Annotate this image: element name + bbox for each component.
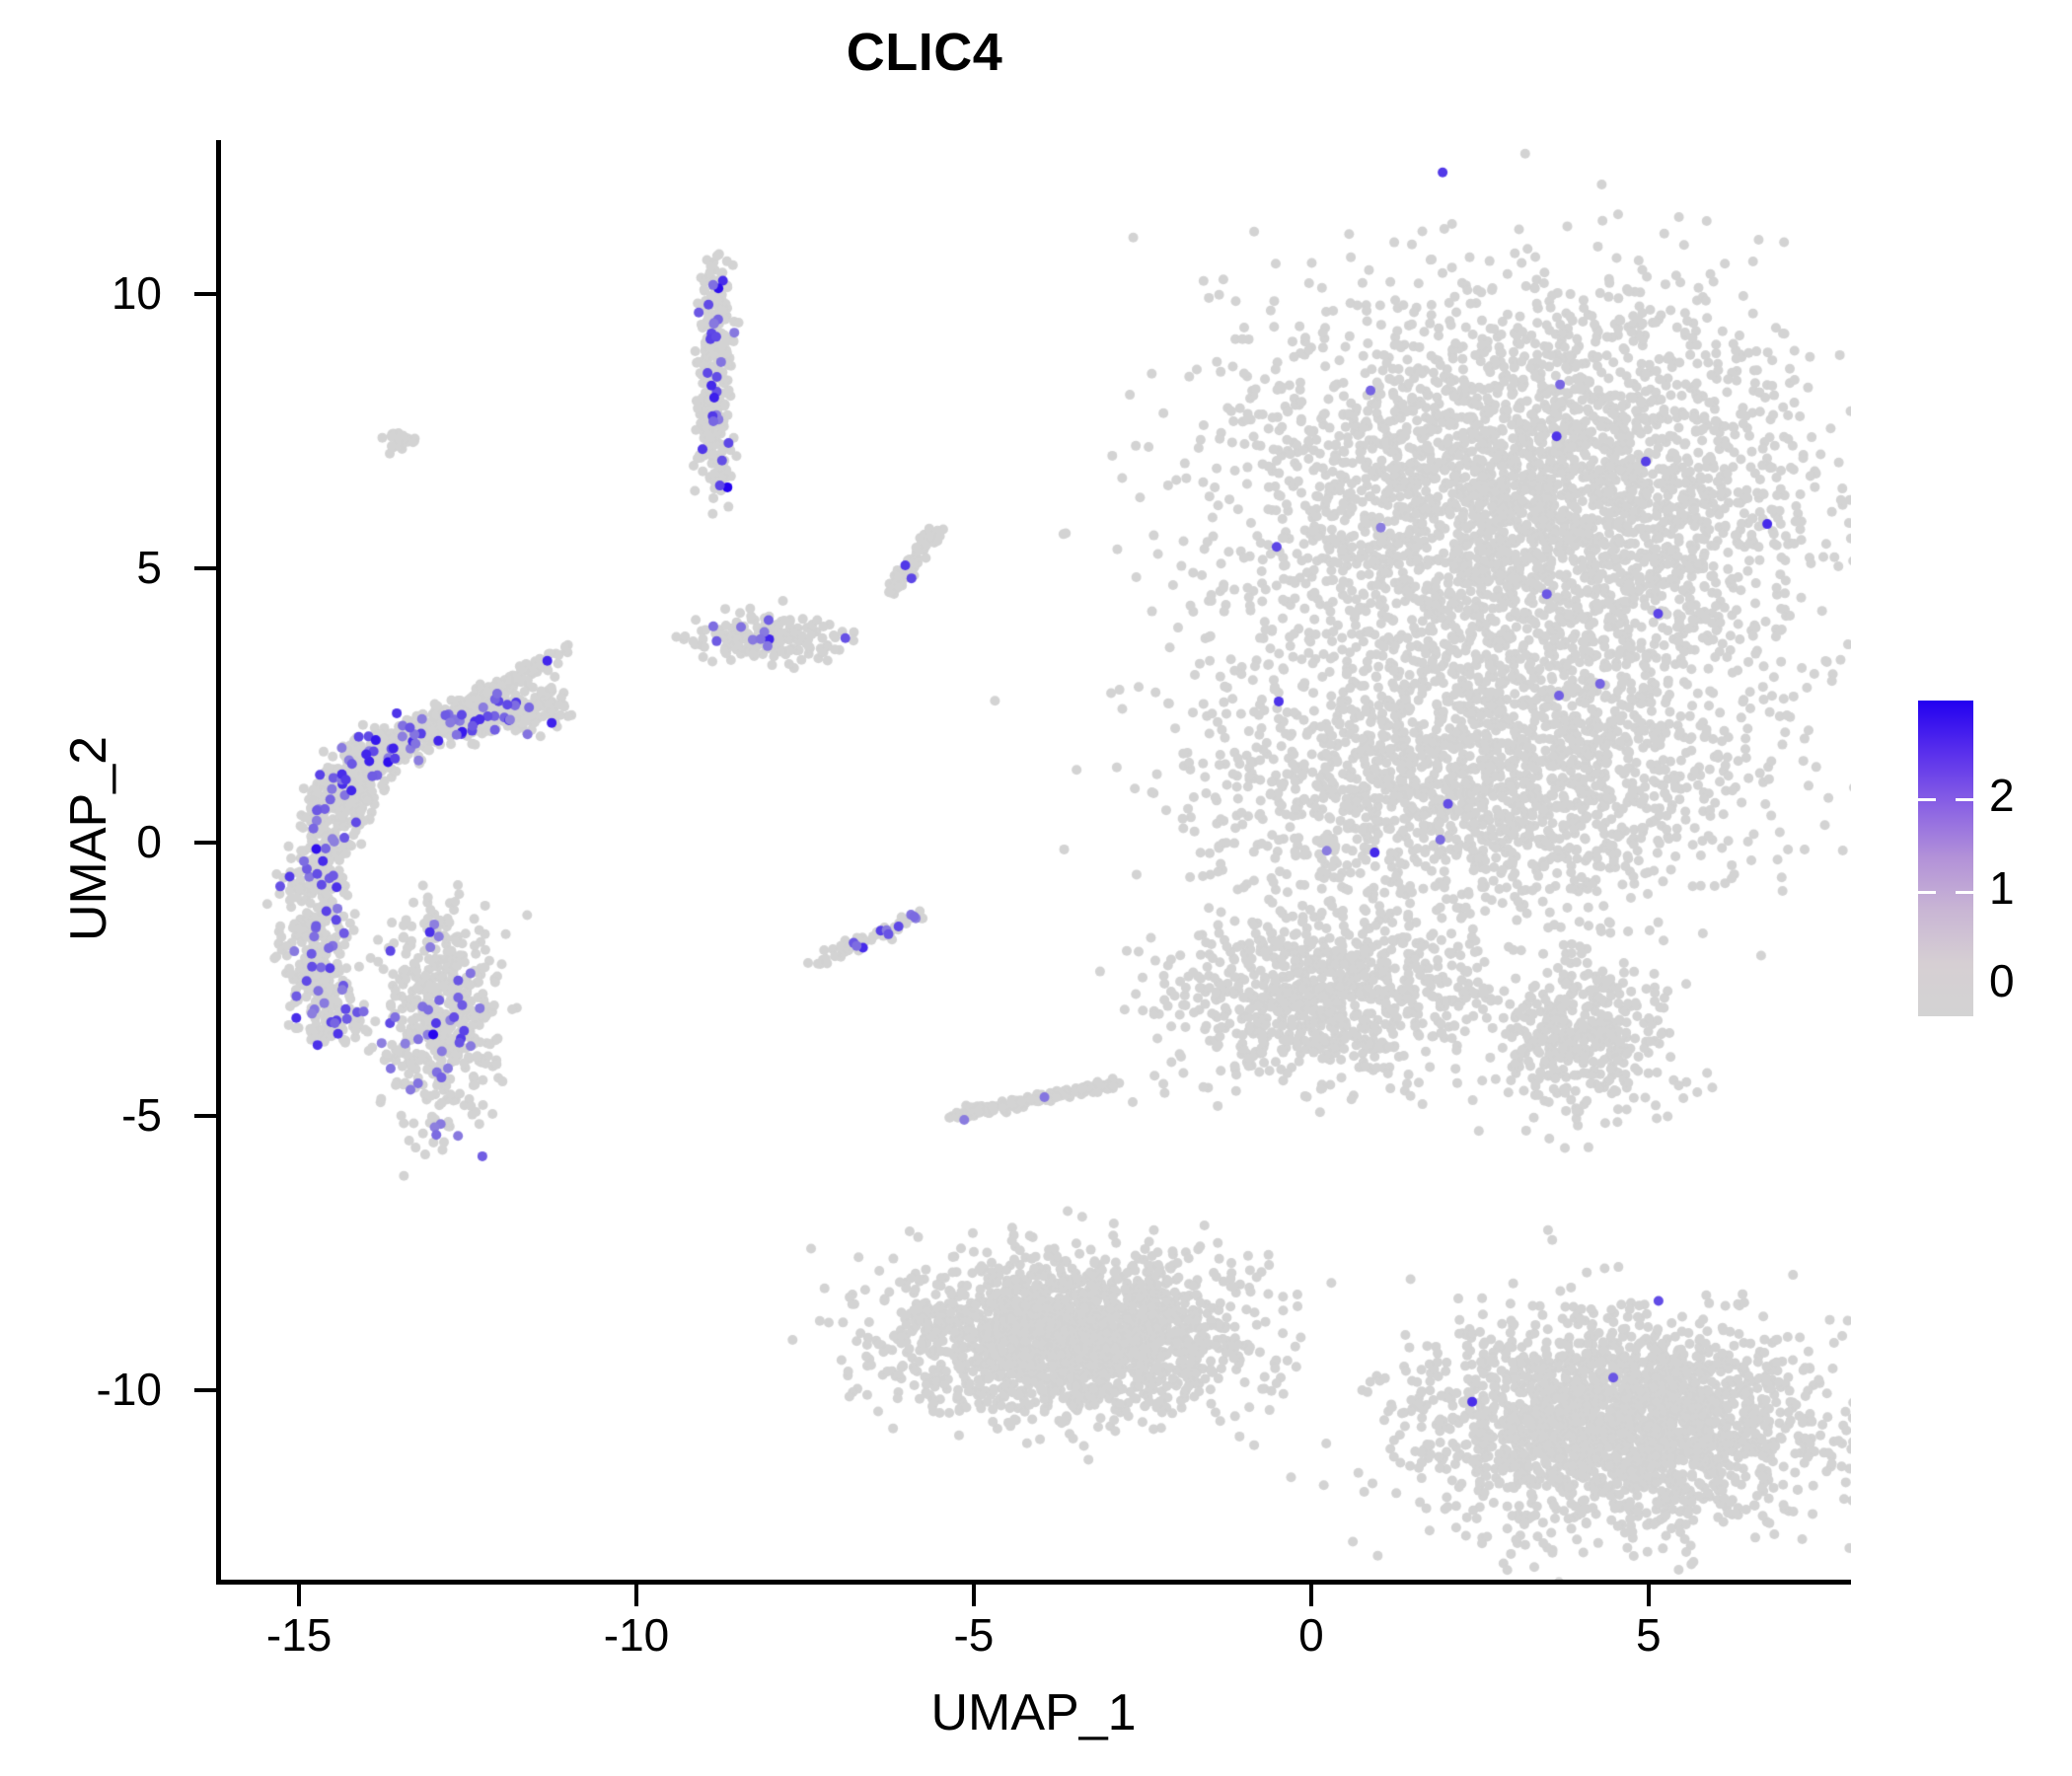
colorbar-tick-mark: [1956, 797, 1973, 801]
x-tick-label: -5: [953, 1609, 995, 1661]
x-tick-mark: [971, 1585, 976, 1606]
y-tick-label: -10: [96, 1364, 162, 1416]
y-tick-label: -5: [121, 1089, 162, 1142]
y-tick-label: 0: [136, 815, 162, 867]
colorbar-tick-label: 1: [1989, 861, 2015, 914]
x-tick-mark: [1308, 1585, 1313, 1606]
x-tick-mark: [297, 1585, 302, 1606]
x-tick-label: -10: [603, 1609, 670, 1661]
x-axis-line: [216, 1580, 1851, 1585]
y-tick-mark: [194, 840, 216, 845]
colorbar-tick-mark: [1918, 890, 1936, 894]
page-title: CLIC4: [846, 23, 1003, 82]
y-tick-label: 10: [111, 266, 162, 319]
y-tick-mark: [194, 291, 216, 296]
y-tick-label: 5: [136, 541, 162, 593]
x-tick-label: -15: [265, 1609, 333, 1661]
scatter-points-canvas: [218, 140, 1851, 1583]
x-tick-mark: [1646, 1585, 1651, 1606]
x-axis-label: UMAP_1: [930, 1684, 1137, 1741]
colorbar-tick-label: 0: [1989, 955, 2015, 1007]
y-axis-line: [216, 140, 221, 1585]
scatter-plot-area[interactable]: [218, 140, 1851, 1583]
colorbar-tick-mark: [1956, 890, 1973, 894]
colorbar-tick-mark: [1918, 797, 1936, 801]
x-tick-mark: [634, 1585, 638, 1606]
y-tick-mark: [194, 1114, 216, 1119]
colorbar-tick-label: 2: [1989, 769, 2015, 821]
y-axis-label: UMAP_2: [60, 735, 117, 942]
colorbar-legend: 0 1 2: [1918, 701, 2046, 1026]
x-tick-label: 0: [1298, 1609, 1324, 1661]
x-tick-label: 5: [1636, 1609, 1662, 1661]
y-tick-mark: [194, 1388, 216, 1393]
colorbar-gradient: [1918, 701, 1973, 1016]
y-tick-mark: [194, 565, 216, 570]
